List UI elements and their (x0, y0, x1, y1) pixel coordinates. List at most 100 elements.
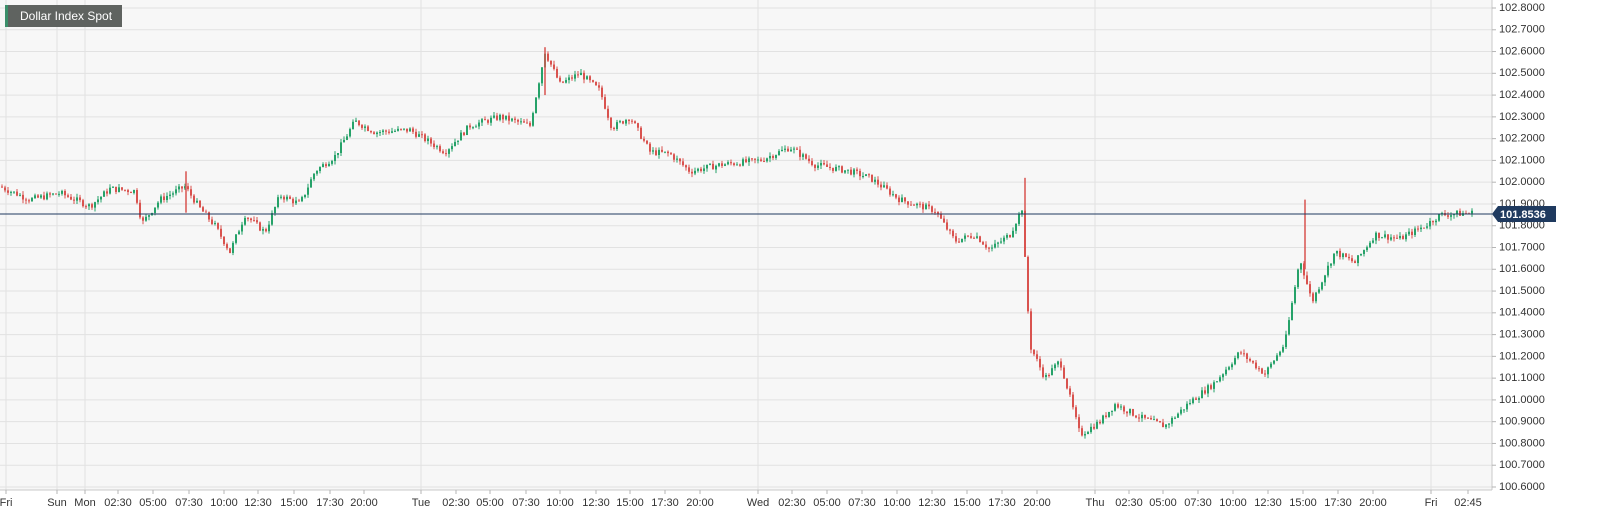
candle-body (1207, 385, 1209, 394)
candle-body (613, 127, 615, 130)
candle-body (148, 215, 150, 217)
candle (901, 194, 903, 203)
candle (1204, 386, 1206, 395)
y-tick-label: 102.7000 (1499, 24, 1545, 36)
candle-body (427, 138, 429, 142)
candle-body (862, 176, 864, 178)
candle-body (949, 229, 951, 231)
candle (1471, 208, 1473, 217)
candle (685, 164, 687, 171)
candle (556, 66, 558, 79)
candle-body (727, 162, 729, 165)
candle-body (172, 193, 174, 195)
candle (679, 158, 681, 165)
candle (1075, 405, 1077, 420)
candle (889, 186, 891, 197)
x-tick-label: Fri (1425, 497, 1438, 509)
candle (1399, 232, 1401, 240)
candle (169, 190, 171, 200)
candle-body (61, 190, 63, 194)
candle-body (1189, 403, 1191, 405)
candle (490, 115, 492, 126)
candle (904, 196, 906, 204)
candle-body (1345, 253, 1347, 257)
candle (925, 202, 927, 210)
candle (784, 145, 786, 153)
candle-body (718, 163, 720, 166)
candle-body (856, 169, 858, 171)
candle (916, 202, 918, 209)
candle (1033, 349, 1035, 357)
candle (1093, 423, 1095, 430)
candle (970, 232, 972, 239)
candle-body (1459, 210, 1461, 216)
candle-body (286, 196, 288, 200)
candle-body (1384, 234, 1386, 238)
candle-body (922, 203, 924, 210)
y-tick-label: 100.6000 (1499, 481, 1545, 493)
candle (976, 232, 978, 240)
candle (229, 248, 231, 254)
gridlines (0, 0, 1492, 490)
candle-body (874, 179, 876, 182)
candle-body (796, 148, 798, 150)
candle-body (106, 191, 108, 194)
candle (946, 219, 948, 231)
candle (664, 151, 666, 154)
candle (1225, 366, 1227, 376)
candle-body (841, 166, 843, 173)
candle (763, 157, 765, 163)
candle (781, 146, 783, 152)
candle (1255, 359, 1257, 370)
candle (1372, 238, 1374, 244)
x-axis-ticks: Fri Sun Mon 02:30 05:00 07:30 10:00 12:30 15:00 1… (0, 490, 1482, 509)
x-tick-label: Sun (47, 497, 67, 509)
candle-body (265, 229, 267, 232)
candle (469, 123, 471, 130)
candle-body (157, 202, 159, 208)
candle (1171, 416, 1173, 427)
candle (1246, 352, 1248, 363)
candle-body (472, 127, 474, 129)
x-tick-label: 07:30 (512, 497, 540, 509)
candle-body (1279, 351, 1281, 356)
candle-body (1033, 349, 1035, 355)
candle (1270, 361, 1272, 369)
candle-body (337, 153, 339, 155)
candle (163, 192, 165, 203)
candle-body (40, 195, 42, 198)
candle (205, 209, 207, 213)
candle-body (643, 138, 645, 141)
candle (415, 128, 417, 139)
candle-body (769, 155, 771, 159)
candle (796, 146, 798, 151)
candle (775, 154, 777, 160)
y-tick-label: 101.7000 (1499, 241, 1545, 253)
y-tick-label: 101.0000 (1499, 394, 1545, 406)
candle (643, 136, 645, 143)
candle (550, 60, 552, 67)
candle (778, 149, 780, 156)
candle-body (241, 224, 243, 232)
candle (766, 157, 768, 163)
x-tick-label: 05:00 (813, 497, 841, 509)
candle (382, 129, 384, 135)
candle (1447, 212, 1449, 220)
candle (844, 170, 846, 174)
candle-body (421, 134, 423, 136)
candle (265, 227, 267, 233)
x-tick-label: 07:30 (1184, 497, 1212, 509)
candle (739, 163, 741, 167)
candle-body (1267, 367, 1269, 375)
candle (1117, 402, 1119, 409)
candle-body (1009, 234, 1011, 238)
candle-body (916, 203, 918, 206)
candle-body (1336, 250, 1338, 254)
candle (1264, 369, 1266, 378)
candle (1411, 228, 1413, 239)
y-tick-label: 102.5000 (1499, 67, 1545, 79)
candle-body (1441, 213, 1443, 215)
candle (271, 210, 273, 226)
